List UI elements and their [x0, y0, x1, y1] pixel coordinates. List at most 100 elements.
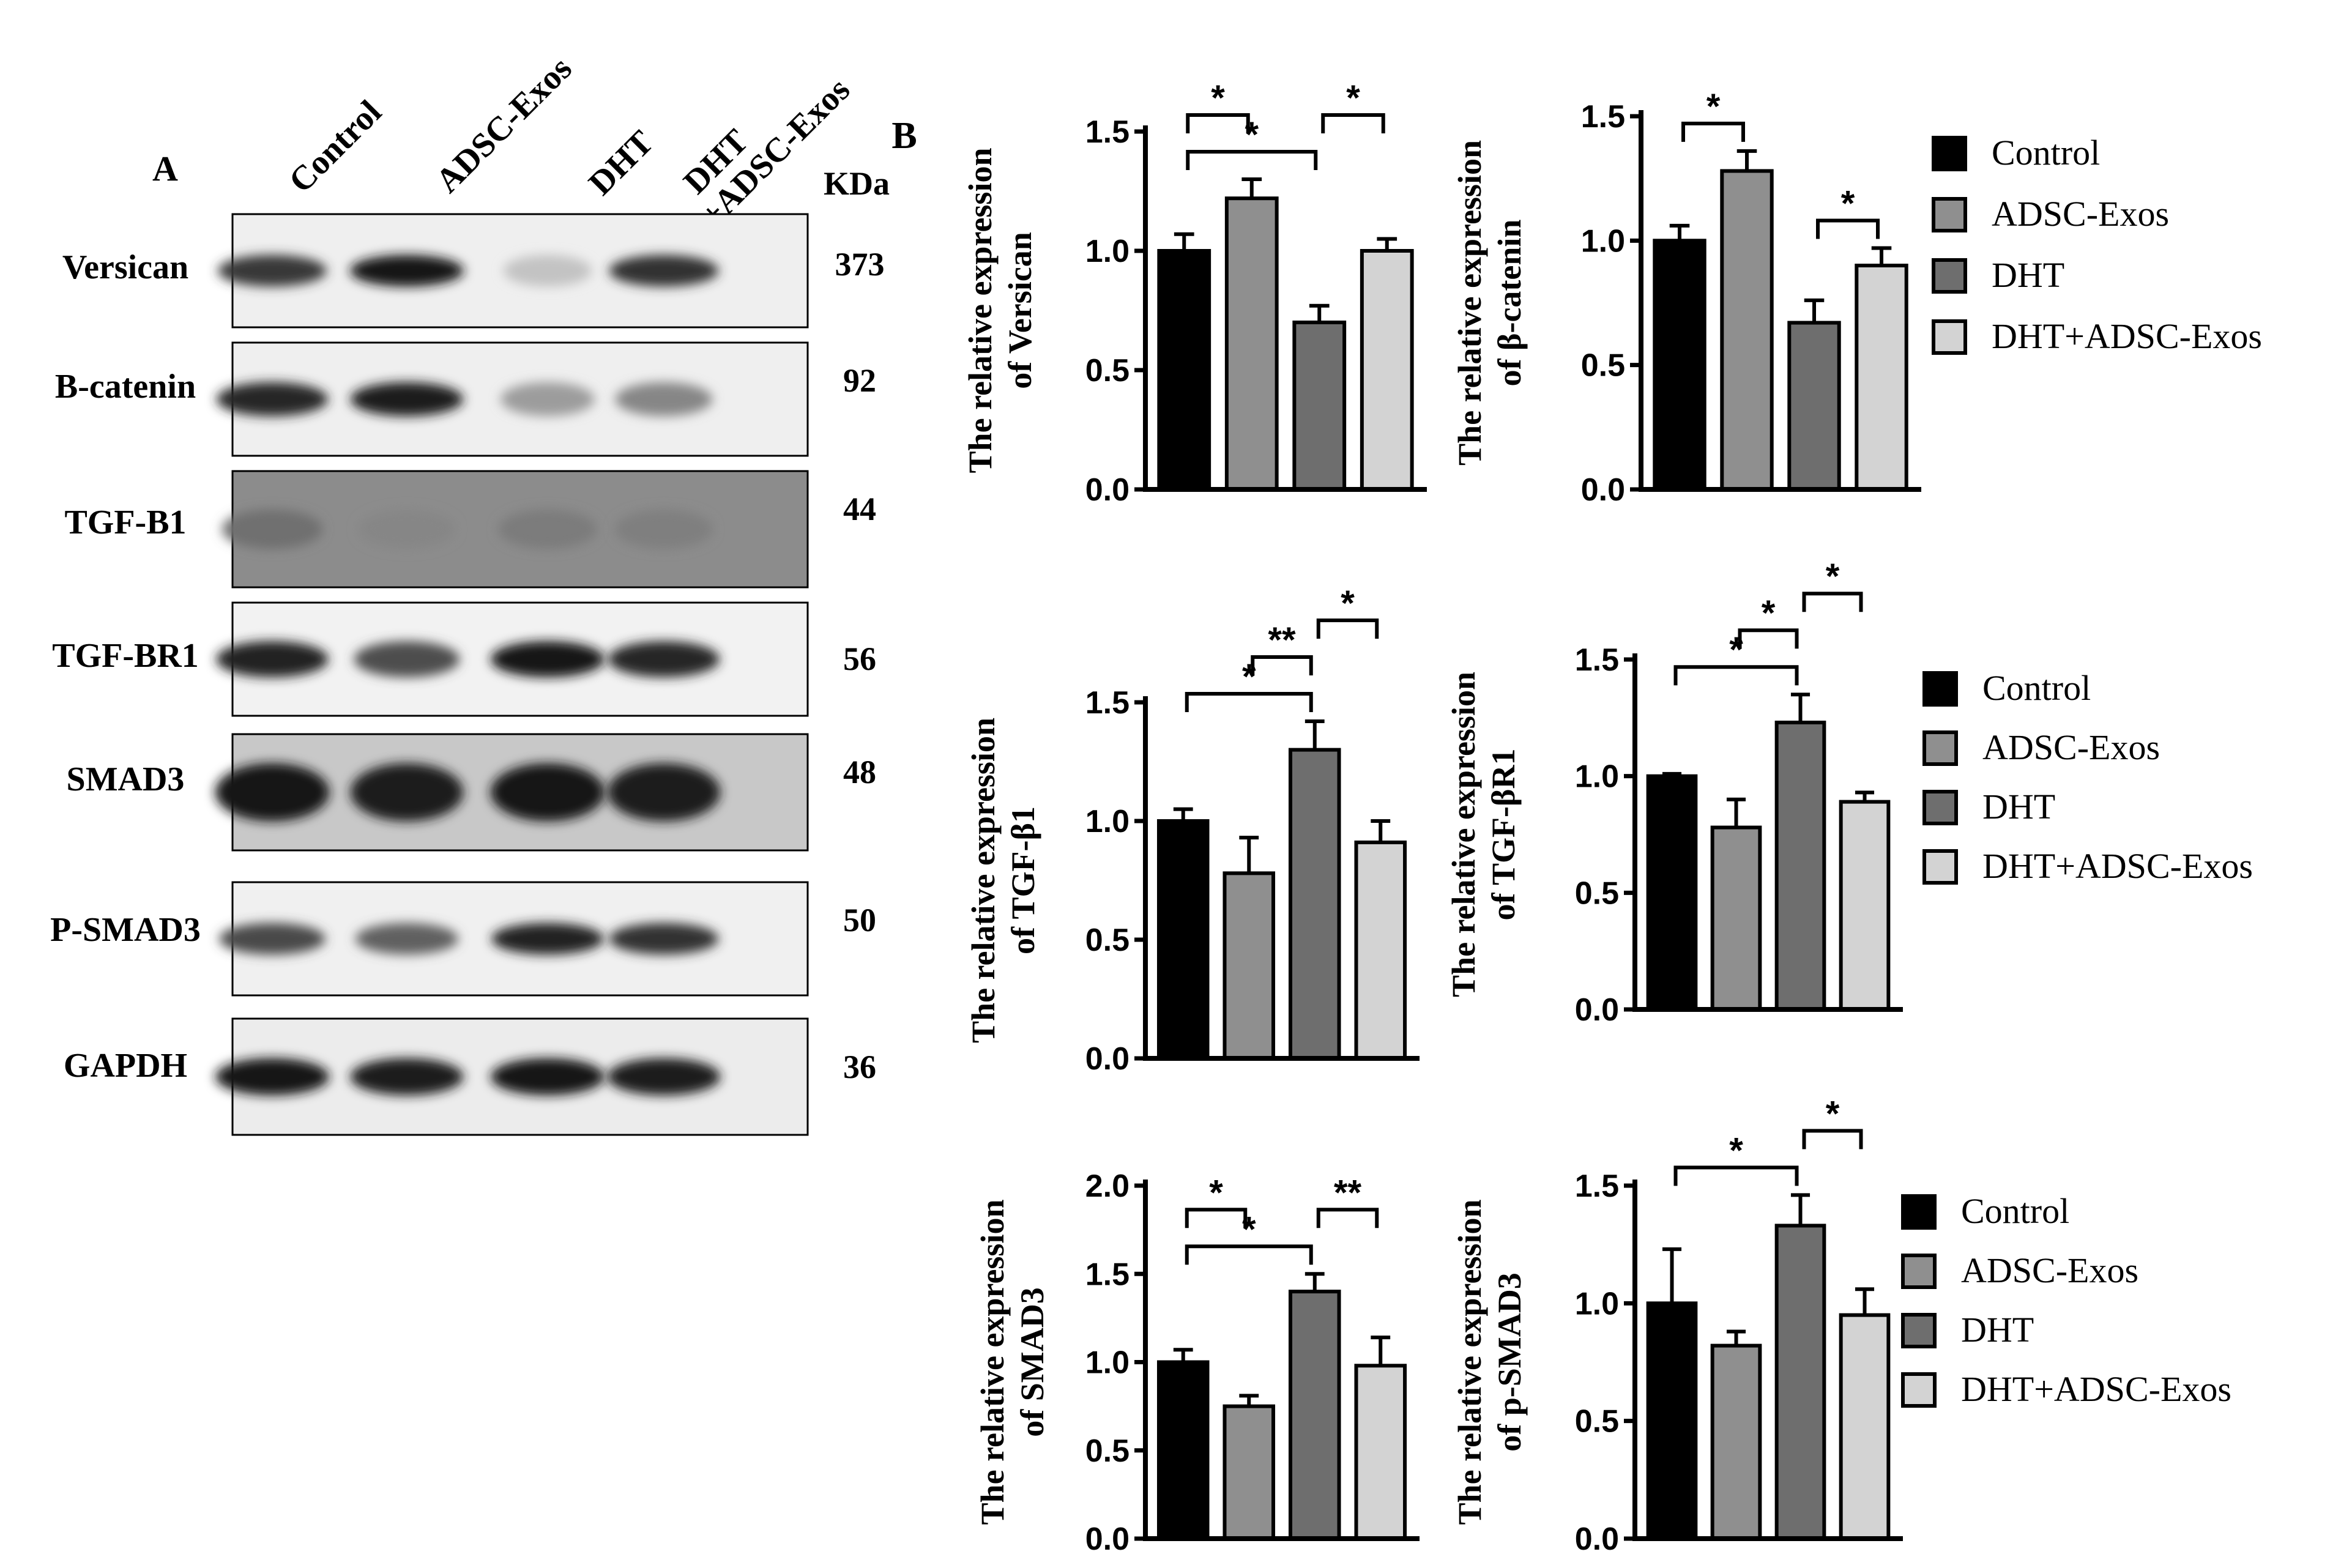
panel-b-label: B	[891, 115, 917, 157]
blot-band	[217, 255, 327, 287]
blot-kda-value: 373	[835, 246, 885, 283]
lane-labels: Control ADSC-Exos DHT DHT+ADSC-Exos	[281, 50, 857, 235]
blot-protein-label: P-SMAD3	[50, 911, 201, 949]
bar-2	[1223, 1404, 1276, 1540]
y-axis-title: The relative expression of SMAD3	[974, 1200, 1051, 1525]
y-axis-title: The relative expression of TGF-βR1	[1445, 672, 1522, 997]
legend-label: ADSC-Exos	[1982, 727, 2160, 767]
legends-group: Control ADSC-Exos DHT DHT+ADSC-Exos Control A…	[1901, 133, 2262, 1409]
bar-chart: 0.0 0.5 1.0 1.5 The relative expression of TG…	[965, 584, 1420, 1077]
y-axis-title: The relative expression of TGF-β1	[965, 718, 1041, 1043]
significance-bracket	[1316, 1208, 1379, 1228]
y-axis-title-line2: of Versican	[1002, 232, 1038, 389]
blot-band	[221, 509, 323, 549]
western-blot-panel: A KDa Control ADSC-Exos DHT DHT+ADSC-Exos V…	[50, 50, 890, 1136]
blot-kda-value: 36	[843, 1049, 876, 1085]
y-axis-title: The relative expression of Versican	[962, 148, 1038, 474]
bar-1	[1156, 1360, 1210, 1540]
legend-label: DHT+ADSC-Exos	[1992, 316, 2262, 356]
significance-bracket	[1185, 692, 1313, 713]
blot-band	[608, 641, 720, 678]
y-tick-label: 0.0	[1575, 1522, 1619, 1557]
bar-4	[1839, 800, 1891, 1011]
blot-band	[498, 509, 597, 549]
y-axis-title-line2: of TGF-βR1	[1485, 749, 1522, 921]
significance-label: *	[1826, 557, 1840, 596]
significance-bracket	[1802, 592, 1863, 612]
y-tick-label: 1.5	[1085, 114, 1130, 150]
significance-label: **	[1334, 1173, 1362, 1213]
y-tick-label: 1.5	[1581, 99, 1625, 135]
blot-protein-label: SMAD3	[67, 760, 185, 798]
blot-row: GAPDH 36	[64, 1017, 876, 1136]
y-tick-label: 1.5	[1575, 642, 1619, 678]
significance-label: *	[1729, 1131, 1743, 1170]
significance-bracket	[1802, 1129, 1863, 1150]
blot-band	[215, 763, 330, 822]
bar-2	[1710, 1343, 1762, 1540]
significance-label: *	[1209, 1173, 1223, 1213]
y-axis-title-line1: The relative expression	[965, 718, 1002, 1043]
blot-band	[355, 923, 459, 955]
bar-3	[1774, 720, 1826, 1011]
blot-band	[501, 382, 595, 417]
blot-row: TGF-BR1 56	[52, 601, 876, 717]
legend-swatch	[1901, 1313, 1937, 1348]
blot-band	[350, 382, 464, 417]
y-axis-title-line2: of TGF-β1	[1005, 806, 1041, 954]
y-tick-label: 1.0	[1085, 804, 1130, 839]
y-tick-label: 0.0	[1581, 472, 1625, 508]
blot-band	[490, 641, 605, 678]
y-tick-label: 0.5	[1085, 1433, 1130, 1469]
legend-swatch	[1932, 258, 1967, 294]
bar-2	[1224, 196, 1279, 491]
lane-label-text: ADSC-Exos	[428, 50, 579, 200]
significance-bracket	[1186, 113, 1250, 133]
y-tick-label: 0.0	[1085, 1522, 1130, 1557]
blot-band	[215, 1058, 330, 1096]
y-tick-label: 0.5	[1085, 923, 1130, 958]
significance-label: *	[1341, 584, 1355, 623]
blot-kda-value: 44	[843, 491, 876, 527]
significance-label: *	[1826, 1094, 1840, 1134]
significance-bracket	[1316, 619, 1379, 639]
legend: Control ADSC-Exos DHT DHT+ADSC-Exos	[1932, 133, 2262, 356]
y-axis-title-line1: The relative expression	[1451, 140, 1488, 466]
blot-kda-value: 56	[843, 641, 876, 677]
y-tick-label: 0.5	[1085, 353, 1130, 388]
legend-swatch	[1922, 671, 1958, 707]
y-axis-title-line1: The relative expression	[974, 1200, 1011, 1525]
significance-label: **	[1268, 620, 1296, 660]
bar-1	[1646, 1301, 1698, 1540]
y-tick-label: 1.0	[1085, 1345, 1130, 1381]
bar-4	[1354, 1364, 1407, 1541]
significance-bracket	[1321, 113, 1385, 133]
significance-bracket	[1185, 1244, 1313, 1265]
y-axis-title-line2: of p-SMAD3	[1491, 1273, 1528, 1452]
blot-band	[607, 763, 721, 822]
blot-protein-label: TGF-BR1	[52, 637, 199, 675]
blot-row: B-catenin 92	[55, 341, 876, 457]
legend-swatch	[1901, 1254, 1937, 1289]
significance-bracket	[1251, 655, 1313, 676]
blot-row: SMAD3 48	[67, 733, 876, 852]
bar-4	[1855, 264, 1908, 491]
legend-label: Control	[1992, 133, 2100, 173]
significance-bracket	[1673, 665, 1799, 686]
blot-band	[609, 255, 719, 287]
y-tick-label: 1.5	[1575, 1169, 1619, 1204]
blot-band	[358, 509, 456, 549]
blot-band	[491, 923, 604, 955]
bar-1	[1646, 774, 1698, 1011]
blot-band	[350, 1058, 464, 1096]
blot-kda-value: 92	[843, 362, 876, 399]
significance-bracket	[1738, 628, 1799, 649]
significance-bracket	[1186, 150, 1318, 170]
bar-3	[1774, 1224, 1826, 1540]
bar-4	[1360, 249, 1414, 491]
legend-label: ADSC-Exos	[1992, 194, 2169, 234]
blot-kda-value: 48	[843, 754, 876, 790]
legend-swatch	[1932, 136, 1967, 171]
